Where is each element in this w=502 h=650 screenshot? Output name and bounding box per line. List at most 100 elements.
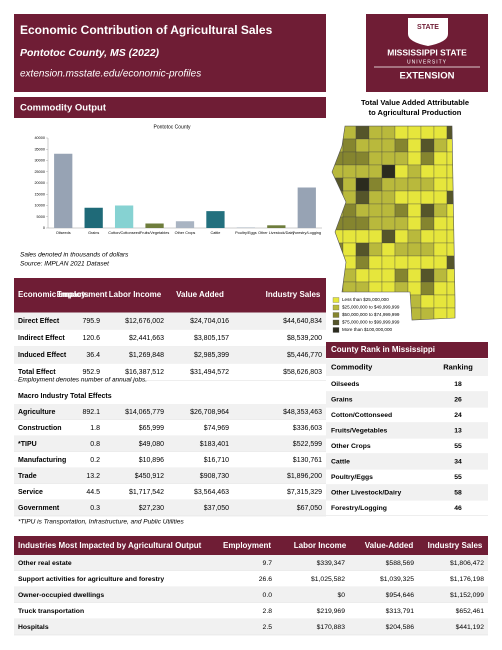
table-row xyxy=(14,452,326,468)
column-header: Ranking xyxy=(443,362,473,371)
county xyxy=(433,151,448,166)
county xyxy=(433,216,448,231)
bar xyxy=(84,207,103,228)
table-cell: Construction xyxy=(18,425,62,432)
table-cell: 58 xyxy=(454,489,462,496)
table-cell: $65,999 xyxy=(139,425,164,432)
county xyxy=(381,255,396,270)
county xyxy=(407,190,422,205)
table-cell: $5,446,770 xyxy=(287,352,322,359)
county xyxy=(394,126,409,140)
table-cell: $8,539,200 xyxy=(287,335,322,342)
table-cell: $170,883 xyxy=(317,624,346,631)
y-tick-label: 40000 xyxy=(34,136,45,140)
y-tick-label: 25000 xyxy=(34,170,45,174)
table-cell: Agriculture xyxy=(18,409,55,416)
county xyxy=(342,229,357,244)
rank-title: County Rank in Mississippi xyxy=(331,345,435,354)
legend-label: Less than $25,000,000 xyxy=(342,297,389,302)
table-cell: $48,353,463 xyxy=(283,409,322,416)
county xyxy=(355,190,370,205)
logo-line: MISSISSIPPI STATE xyxy=(387,47,467,57)
table-cell: 26.6 xyxy=(259,576,272,583)
legend-swatch xyxy=(332,319,340,326)
county xyxy=(381,281,396,296)
bar xyxy=(54,153,73,228)
county xyxy=(407,268,422,283)
county xyxy=(342,138,357,153)
logo-shield xyxy=(408,18,448,46)
table-cell: $1,176,198 xyxy=(450,576,484,583)
table-cell: Poultry/Eggs xyxy=(331,474,373,481)
table-header xyxy=(14,278,326,313)
county xyxy=(355,242,370,257)
table-row xyxy=(14,420,326,436)
table-cell: $183,401 xyxy=(200,441,229,448)
x-tick-label: Grains xyxy=(88,231,99,235)
county xyxy=(332,190,344,205)
table-cell: $7,315,329 xyxy=(287,489,322,496)
table-cell: Other real estate xyxy=(18,560,72,567)
county xyxy=(446,307,455,320)
table-row xyxy=(326,500,488,516)
table-cell: 2.5 xyxy=(263,624,273,631)
table-cell: $1,269,848 xyxy=(129,352,164,359)
bar xyxy=(114,205,134,228)
county xyxy=(394,164,409,179)
table-row xyxy=(14,329,326,347)
county xyxy=(420,255,435,270)
county xyxy=(420,203,435,218)
logo-line: UNIVERSITY xyxy=(407,59,447,65)
county xyxy=(381,126,396,140)
county xyxy=(433,281,448,296)
county xyxy=(355,216,370,231)
table-cell: $1,025,582 xyxy=(311,576,345,583)
county xyxy=(368,126,383,140)
logo-line: EXTENSION xyxy=(400,71,455,82)
county xyxy=(381,151,396,166)
section-header xyxy=(14,97,326,118)
county xyxy=(434,321,447,334)
table-cell: Oilseeds xyxy=(331,381,360,388)
table-cell: $219,969 xyxy=(317,608,346,615)
x-tick-label: Other Livestock/Dairy xyxy=(258,231,294,235)
table-cell: $58,626,803 xyxy=(283,369,322,376)
table-cell: Government xyxy=(18,505,60,512)
county xyxy=(446,151,455,166)
table-cell: 2.8 xyxy=(263,608,273,615)
table-row xyxy=(14,500,326,516)
county xyxy=(394,242,409,257)
table-cell: $0 xyxy=(337,592,345,599)
table-cell: Other Livestock/Dairy xyxy=(331,489,401,496)
county xyxy=(407,177,422,192)
county xyxy=(394,229,409,244)
county xyxy=(342,203,357,218)
table-cell: Service xyxy=(18,489,43,496)
table-cell: Owner-occupied dwellings xyxy=(18,592,104,599)
county xyxy=(368,242,383,257)
county xyxy=(407,203,422,218)
county xyxy=(381,164,396,179)
table-cell: 18 xyxy=(454,381,462,388)
y-tick-label: 10000 xyxy=(34,204,45,208)
table-cell: Total Effect xyxy=(18,369,56,376)
county xyxy=(433,294,448,309)
county xyxy=(420,177,435,192)
county xyxy=(446,294,455,309)
county xyxy=(447,321,460,334)
county xyxy=(368,190,383,205)
table-row xyxy=(14,312,326,330)
y-tick-label: 30000 xyxy=(34,159,45,163)
county xyxy=(420,138,435,153)
county xyxy=(381,229,396,244)
table-cell: $1,806,472 xyxy=(450,560,484,567)
table-cell: 120.6 xyxy=(82,335,100,342)
county xyxy=(368,177,383,192)
legend-swatch xyxy=(332,327,340,333)
column-header: Economic Impacts xyxy=(18,290,89,299)
column-header: Labor Income xyxy=(294,541,347,550)
county xyxy=(355,229,370,244)
table-cell: Direct Effect xyxy=(18,318,60,325)
table-cell: $204,586 xyxy=(386,624,415,631)
table-cell: $336,603 xyxy=(293,425,322,432)
